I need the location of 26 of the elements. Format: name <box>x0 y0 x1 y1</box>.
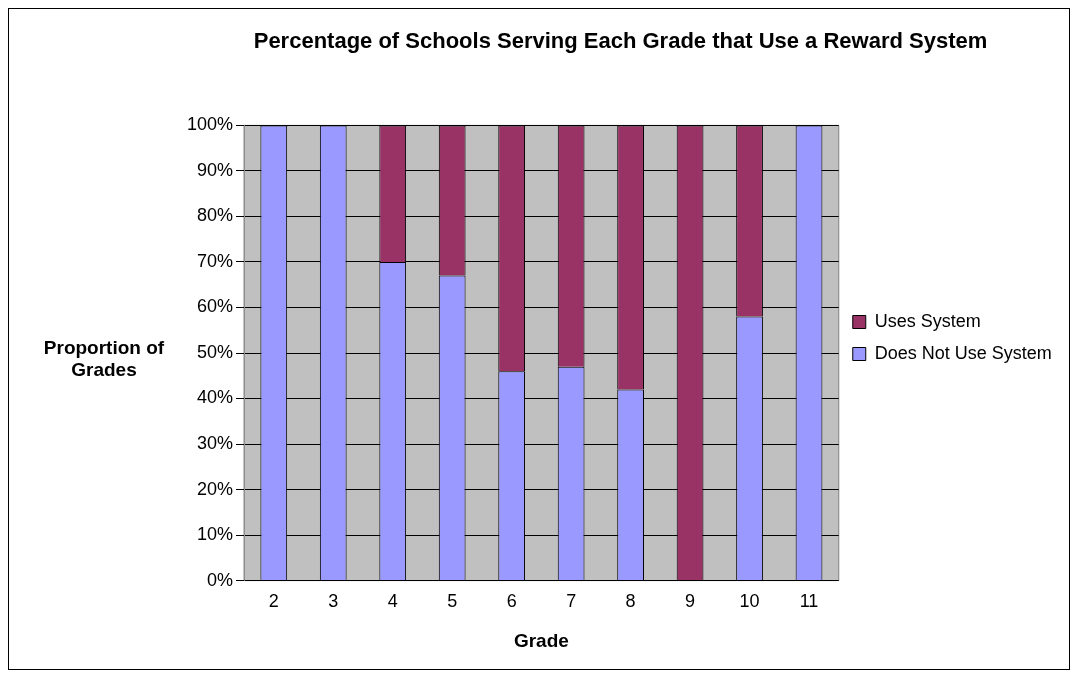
y-tick-label: 40% <box>197 387 234 408</box>
x-tick-label: 2 <box>268 591 279 612</box>
legend-label: Uses System <box>874 310 981 331</box>
y-tick-label: 80% <box>197 205 234 226</box>
y-tick-label: 70% <box>197 250 234 271</box>
y-tick-label: 30% <box>197 433 234 454</box>
y-tick-label: 100% <box>186 114 234 135</box>
chart-title: Percentage of Schools Serving Each Grade that Use a Reward System <box>253 28 988 54</box>
x-tick-label: 11 <box>799 591 819 612</box>
y-tick-label: 10% <box>197 524 234 545</box>
x-tick-label: 8 <box>625 591 636 612</box>
y-tick-label: 50% <box>197 341 234 362</box>
x-axis-title: Grade <box>513 629 569 651</box>
x-tick-label: 7 <box>566 591 577 612</box>
y-tick-label: 60% <box>197 296 234 317</box>
y-axis-title: Proportion of Grades <box>42 337 166 381</box>
x-tick-label: 9 <box>685 591 696 612</box>
x-tick-label: 3 <box>328 591 339 612</box>
y-tick-label: 0% <box>207 569 234 590</box>
x-tick-label: 6 <box>506 591 517 612</box>
x-tick-label: 10 <box>739 591 760 612</box>
y-tick-label: 20% <box>197 478 234 499</box>
y-tick-label: 90% <box>197 159 234 180</box>
x-tick-label: 4 <box>387 591 398 612</box>
x-tick-label: 5 <box>447 591 458 612</box>
legend-label: Does Not Use System <box>874 342 1052 363</box>
